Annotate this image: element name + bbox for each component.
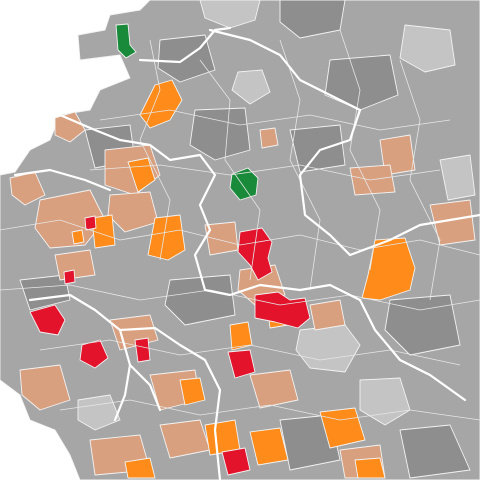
district-tan-w5: [54, 249, 96, 281]
district-tan-s2: [249, 369, 299, 409]
district-dark-c4: [164, 274, 236, 326]
district-orange-n1: [139, 79, 183, 129]
district-orange-s2: [249, 427, 289, 466]
district-light-se1: [359, 377, 411, 426]
district-orange-c2: [229, 321, 253, 351]
district-orange-e1: [361, 237, 416, 301]
district-tan-c3: [259, 127, 279, 149]
district-green-n1: [115, 23, 137, 59]
district-tan-w4: [107, 191, 159, 233]
district-red-c4: [227, 349, 256, 379]
district-dark-c3: [289, 124, 346, 173]
district-dark-c1: [324, 54, 399, 111]
district-orange-c1: [147, 214, 186, 261]
district-dark-w1: [19, 274, 71, 311]
district-orange-se1: [354, 457, 386, 479]
district-green-c1: [229, 167, 259, 201]
district-red-s1: [221, 447, 251, 476]
district-light-ne1: [199, 0, 261, 29]
district-borders: [0, 29, 480, 421]
district-light-ne2: [399, 24, 456, 73]
state-borders: [13, 26, 480, 480]
district-dark-s2: [399, 424, 471, 479]
district-tan-c4: [309, 299, 346, 331]
district-dark-c2: [189, 107, 251, 161]
district-light-sw1: [77, 394, 121, 431]
district-light-c1: [231, 69, 271, 105]
district-tan-nw1: [54, 111, 86, 143]
district-red-c2: [254, 291, 311, 329]
district-red-w2: [79, 339, 109, 369]
district-dark-n1: [279, 0, 346, 39]
district-orange-s5: [179, 377, 206, 406]
district-tan-w2: [34, 189, 106, 249]
district-tan-sw1: [19, 364, 71, 411]
district-orange-s4: [124, 457, 156, 479]
district-red-w3: [84, 215, 97, 231]
district-dark-c5: [384, 294, 461, 356]
district-orange-w2: [91, 214, 116, 249]
district-light-e1: [439, 154, 476, 201]
district-orange-w3: [71, 229, 85, 245]
district-red-c3: [134, 337, 151, 363]
district-red-w1: [29, 304, 66, 336]
district-red-w4: [63, 269, 76, 285]
district-tan-e3: [429, 199, 476, 246]
